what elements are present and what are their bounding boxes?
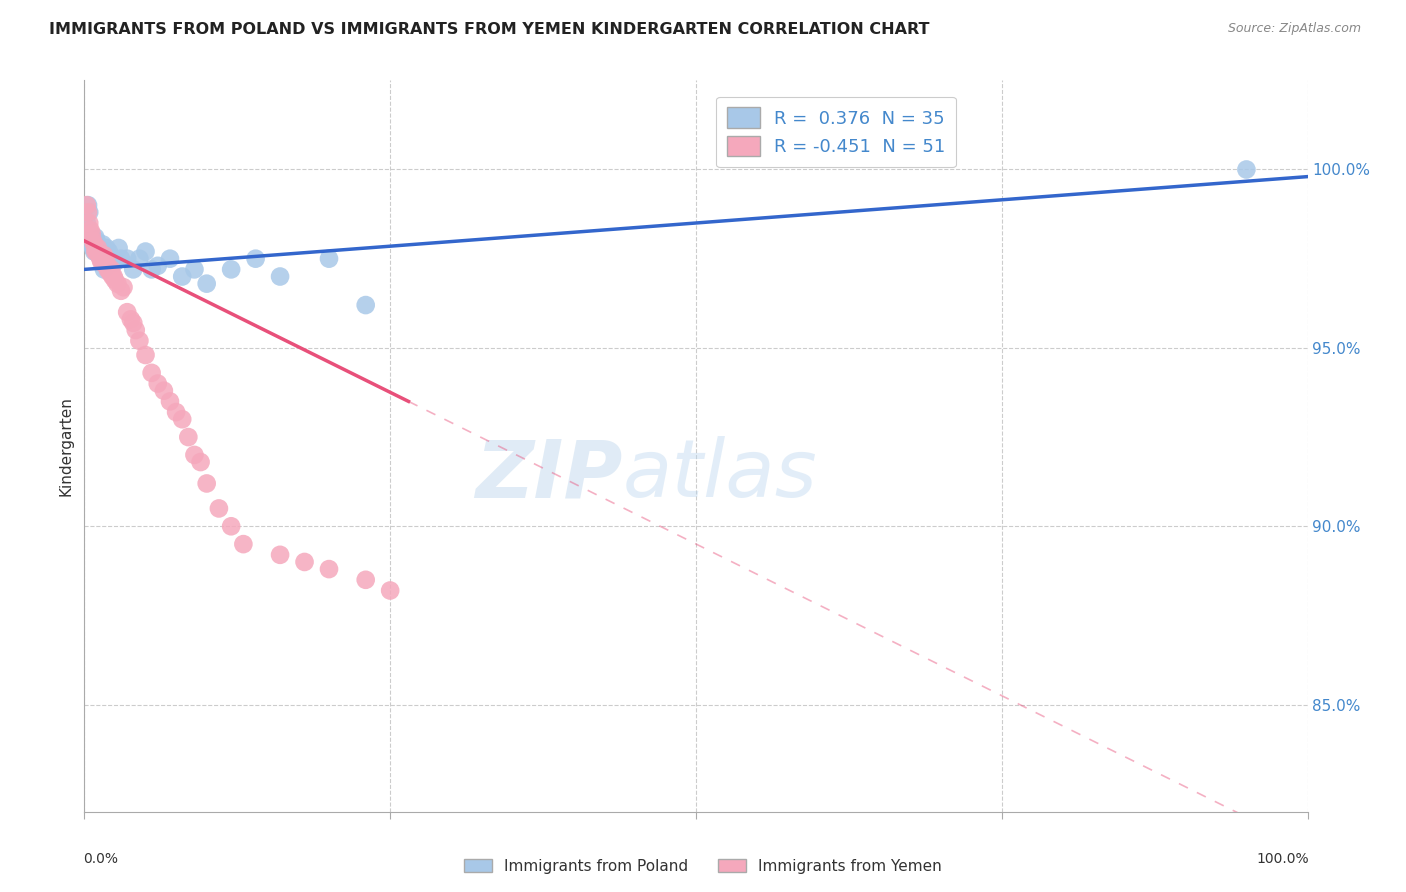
Point xyxy=(101,269,124,284)
Point xyxy=(100,262,122,277)
Text: Source: ZipAtlas.com: Source: ZipAtlas.com xyxy=(1227,22,1361,36)
Point xyxy=(135,244,157,259)
Point xyxy=(177,430,200,444)
Point xyxy=(104,273,127,287)
Point xyxy=(190,455,212,469)
Point xyxy=(125,323,148,337)
Point xyxy=(87,241,110,255)
Point xyxy=(98,266,121,280)
Point xyxy=(97,262,120,277)
Point xyxy=(94,252,117,266)
Point xyxy=(77,198,100,212)
Point xyxy=(232,537,254,551)
Point xyxy=(112,280,135,294)
Point xyxy=(89,252,111,266)
Point xyxy=(86,244,108,259)
Point xyxy=(219,519,242,533)
Legend: Immigrants from Poland, Immigrants from Yemen: Immigrants from Poland, Immigrants from … xyxy=(458,853,948,880)
Point xyxy=(91,255,114,269)
Point xyxy=(79,227,101,241)
Point xyxy=(87,248,110,262)
Point xyxy=(97,262,120,277)
Point xyxy=(93,262,115,277)
Text: IMMIGRANTS FROM POLAND VS IMMIGRANTS FROM YEMEN KINDERGARTEN CORRELATION CHART: IMMIGRANTS FROM POLAND VS IMMIGRANTS FRO… xyxy=(49,22,929,37)
Point xyxy=(269,548,291,562)
Point xyxy=(159,252,181,266)
Text: atlas: atlas xyxy=(623,436,817,515)
Point xyxy=(96,241,118,255)
Point xyxy=(159,394,181,409)
Point xyxy=(107,241,129,255)
Y-axis label: Kindergarten: Kindergarten xyxy=(58,396,73,496)
Point xyxy=(84,230,107,244)
Point xyxy=(183,262,205,277)
Point xyxy=(294,555,316,569)
Point xyxy=(104,255,127,269)
Point xyxy=(172,269,194,284)
Point xyxy=(93,248,115,262)
Point xyxy=(91,237,114,252)
Point xyxy=(77,216,100,230)
Point xyxy=(135,348,157,362)
Point xyxy=(153,384,176,398)
Point xyxy=(269,269,291,284)
Point xyxy=(86,234,108,248)
Point xyxy=(82,241,104,255)
Point xyxy=(115,252,138,266)
Point xyxy=(83,244,105,259)
Text: 100.0%: 100.0% xyxy=(1256,852,1309,866)
Point xyxy=(77,205,100,219)
Point xyxy=(195,476,218,491)
Point xyxy=(83,237,105,252)
Point xyxy=(219,262,242,277)
Point xyxy=(354,573,377,587)
Point xyxy=(120,312,142,326)
Point xyxy=(100,252,122,266)
Point xyxy=(1236,162,1258,177)
Point xyxy=(165,405,187,419)
Point xyxy=(84,244,107,259)
Point xyxy=(82,234,104,248)
Point xyxy=(80,237,103,252)
Point xyxy=(103,269,125,284)
Point xyxy=(90,252,112,266)
Point xyxy=(318,562,340,576)
Point xyxy=(110,252,132,266)
Point xyxy=(76,216,98,230)
Point xyxy=(105,277,128,291)
Point xyxy=(87,248,110,262)
Point xyxy=(76,198,98,212)
Legend: R =  0.376  N = 35, R = -0.451  N = 51: R = 0.376 N = 35, R = -0.451 N = 51 xyxy=(716,96,956,167)
Point xyxy=(195,277,218,291)
Point xyxy=(77,205,100,219)
Point xyxy=(172,412,194,426)
Point xyxy=(128,252,150,266)
Point xyxy=(183,448,205,462)
Point xyxy=(380,583,402,598)
Point xyxy=(122,262,145,277)
Point xyxy=(96,255,118,269)
Point xyxy=(141,262,163,277)
Point xyxy=(141,366,163,380)
Point xyxy=(128,334,150,348)
Point xyxy=(146,376,169,391)
Point xyxy=(80,227,103,241)
Point xyxy=(115,305,138,319)
Point xyxy=(354,298,377,312)
Point xyxy=(79,223,101,237)
Point xyxy=(208,501,231,516)
Point xyxy=(90,255,112,269)
Point xyxy=(122,316,145,330)
Point xyxy=(110,284,132,298)
Point xyxy=(97,244,120,259)
Point xyxy=(146,259,169,273)
Text: 0.0%: 0.0% xyxy=(83,852,118,866)
Text: ZIP: ZIP xyxy=(475,436,623,515)
Point xyxy=(245,252,267,266)
Point xyxy=(318,252,340,266)
